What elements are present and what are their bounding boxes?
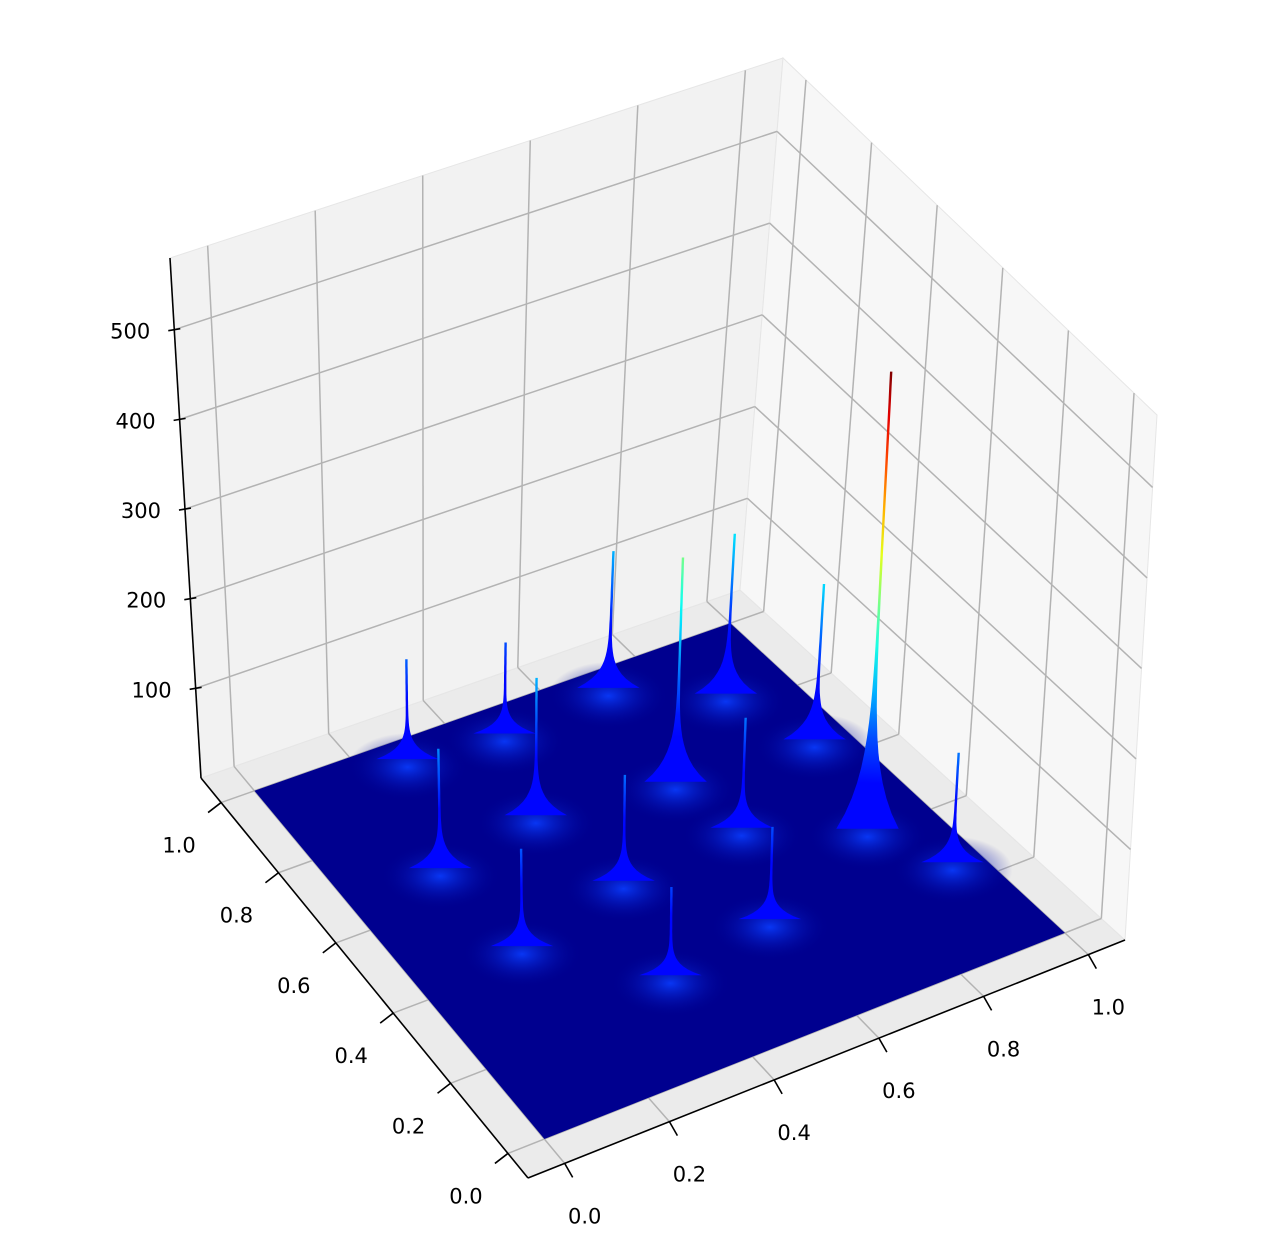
grid-line bbox=[761, 314, 1143, 669]
z-tick-label: 500 bbox=[110, 320, 150, 344]
peak-glow bbox=[665, 667, 786, 736]
peak bbox=[504, 677, 567, 816]
peak-glow bbox=[615, 755, 736, 824]
x-axis bbox=[527, 939, 1126, 1179]
grid-line bbox=[611, 105, 639, 635]
z-tick-label: 100 bbox=[132, 678, 172, 702]
peak-glow bbox=[892, 836, 1013, 905]
z-tick bbox=[178, 507, 192, 511]
peak bbox=[577, 551, 640, 688]
y-tick bbox=[379, 1012, 394, 1024]
grid-line bbox=[1033, 330, 1070, 858]
z-tick-label: 400 bbox=[116, 409, 156, 433]
peak bbox=[376, 659, 439, 760]
z-tick bbox=[184, 596, 197, 601]
x-tick-label: 0.6 bbox=[882, 1079, 915, 1103]
grid-line bbox=[776, 130, 1154, 488]
y-tick-label: 0.2 bbox=[392, 1114, 425, 1138]
grid-line bbox=[184, 314, 763, 510]
grid-line bbox=[517, 140, 532, 668]
x-tick-label: 1.0 bbox=[1092, 996, 1125, 1020]
peak bbox=[592, 774, 655, 881]
z-tick bbox=[173, 417, 186, 422]
grid-line bbox=[830, 142, 873, 673]
z-tick-label: 200 bbox=[126, 589, 166, 613]
grid-line bbox=[179, 222, 770, 421]
peak bbox=[710, 717, 773, 828]
y-tick-label: 0.0 bbox=[449, 1184, 482, 1208]
y-tick bbox=[437, 1082, 452, 1094]
y-tick-label: 0.4 bbox=[334, 1044, 367, 1068]
grid-line bbox=[233, 765, 566, 1164]
z-tick bbox=[168, 327, 181, 332]
y-tick bbox=[264, 872, 279, 884]
grid-line bbox=[206, 245, 235, 767]
x-tick bbox=[878, 1037, 888, 1053]
peak-glow bbox=[461, 920, 582, 989]
x-tick bbox=[773, 1079, 783, 1095]
grid-line bbox=[507, 917, 1102, 1155]
grid-line bbox=[174, 130, 778, 331]
peak-glow bbox=[563, 854, 684, 923]
peak-glow bbox=[807, 802, 928, 871]
y-axis bbox=[200, 777, 529, 1179]
grid-line bbox=[897, 205, 938, 735]
x-tick-label: 0.2 bbox=[673, 1163, 706, 1187]
peak-glow bbox=[709, 893, 830, 962]
peak bbox=[409, 748, 472, 869]
grid-line bbox=[1100, 393, 1135, 919]
peak-glow bbox=[548, 661, 669, 730]
grid-line bbox=[195, 497, 748, 690]
z-tick bbox=[189, 686, 202, 691]
grid-line bbox=[190, 405, 756, 600]
grid-line bbox=[706, 70, 747, 602]
peak-glow bbox=[610, 949, 731, 1018]
peak bbox=[738, 826, 802, 920]
y-tick-label: 1.0 bbox=[162, 834, 195, 858]
grid-line bbox=[314, 210, 330, 734]
grid-line bbox=[762, 79, 807, 612]
grid-line bbox=[769, 222, 1148, 579]
z-tick-label: 300 bbox=[121, 499, 161, 523]
peak bbox=[836, 371, 899, 829]
z-axis bbox=[169, 257, 202, 779]
peak bbox=[644, 557, 707, 782]
x-tick bbox=[1087, 954, 1098, 970]
peak bbox=[694, 533, 758, 694]
peak-glow bbox=[475, 789, 596, 858]
back-right-pane bbox=[739, 56, 1158, 942]
peak-glow bbox=[380, 842, 501, 911]
x-tick bbox=[668, 1121, 679, 1137]
y-tick-label: 0.6 bbox=[277, 974, 310, 998]
grid-line bbox=[746, 497, 1132, 851]
peak bbox=[783, 584, 846, 740]
peak-glow bbox=[444, 707, 565, 776]
x-tick-label: 0.0 bbox=[568, 1204, 601, 1228]
peak bbox=[921, 752, 984, 863]
peak bbox=[490, 848, 554, 947]
grid-line bbox=[754, 406, 1137, 760]
x-tick-label: 0.4 bbox=[777, 1121, 810, 1145]
x-tick-label: 0.8 bbox=[987, 1037, 1020, 1061]
y-tick bbox=[322, 942, 337, 954]
y-tick-label: 0.8 bbox=[220, 904, 253, 928]
x-tick bbox=[563, 1162, 574, 1178]
peak bbox=[473, 642, 536, 734]
peak bbox=[639, 887, 702, 976]
y-tick bbox=[207, 801, 222, 814]
y-tick bbox=[494, 1152, 509, 1165]
peak-glow bbox=[754, 713, 875, 782]
grid-line bbox=[965, 267, 1004, 796]
x-tick bbox=[982, 995, 993, 1011]
